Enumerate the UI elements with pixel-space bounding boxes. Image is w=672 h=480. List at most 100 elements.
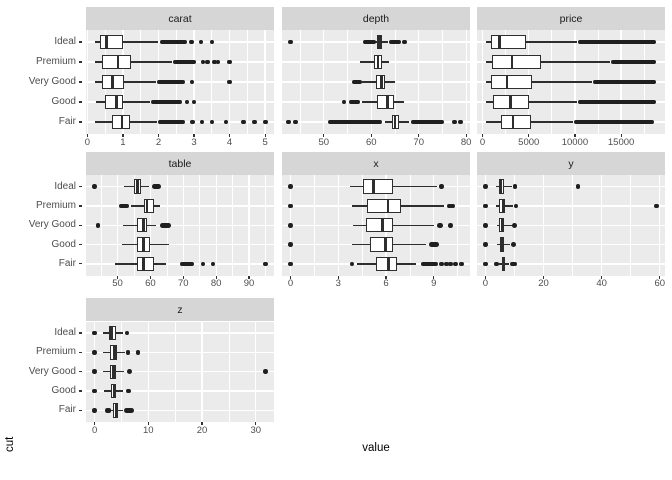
outlier-dot [263,369,268,375]
gridline-minor-v [232,175,233,276]
facet-strip-label: carat [168,12,192,25]
outlier-dot [252,119,257,125]
x-tick-label: 9 [431,278,437,289]
outlier-cluster [156,79,185,85]
boxplot-whisker [352,224,367,226]
boxplot-whisker [94,41,100,43]
boxplot-whisker [485,41,491,43]
outlier-dot [286,119,291,125]
boxplot-whisker [95,101,106,103]
x-tick-label: 40 [596,278,607,289]
gridline-minor-v [347,30,348,134]
outlier-dot [124,330,130,336]
boxplot-median [386,198,390,214]
x-tick-mark [370,134,372,137]
outlier-dot [459,261,464,267]
x-tick-label: 20 [538,278,549,289]
boxplot-whisker [123,41,159,43]
outlier-dot [288,203,293,209]
boxplot-box [366,198,402,214]
x-tick-label: 10000 [561,136,589,148]
boxplot-whisker [385,81,395,83]
y-tick-mark [78,81,82,83]
outlier-dot [184,99,190,105]
gridline-major-h [86,390,274,392]
gridline-minor-v [394,30,396,134]
outlier-dot [452,119,457,125]
x-tick-mark [601,275,603,279]
boxplot-whisker [392,243,426,246]
outlier-dot [450,203,455,209]
gridline-major-v [418,30,420,134]
boxplot-whisker [401,205,445,207]
outlier-dot [92,330,97,336]
x-tick-label: 30 [250,424,262,436]
boxplot-whisker [385,121,393,123]
outlier-cluster [352,79,362,85]
gridline-major-h [86,332,274,334]
x-tick-mark [418,134,420,137]
y-category-label: Very Good [28,219,76,231]
x-tick-label: 70 [177,278,189,289]
gridline-minor-v [265,175,266,276]
outlier-dot [189,79,195,85]
boxplot-median [379,74,383,90]
x-tick-mark [659,275,661,279]
y-tick-mark [78,41,82,43]
y-tick-mark [78,243,82,246]
y-category-label: Ideal [54,327,76,339]
boxplot-whisker [116,371,125,373]
x-tick-mark [433,275,435,279]
y-category-label: Good [51,95,76,107]
boxplot-box [490,34,526,50]
x-tick-label: 15000 [607,136,635,148]
outlier-dot [263,119,268,125]
gridline-major-v [481,30,484,134]
x-tick-label: 10 [143,424,154,436]
outlier-dot [199,119,205,125]
boxplot-whisker [117,409,123,412]
outlier-dot [125,350,131,355]
boxplot-whisker [393,224,434,226]
boxplot-median [378,34,382,50]
panel-plot-area [86,175,274,276]
outlier-dot [439,261,444,267]
x-tick-label: 5000 [518,136,540,148]
boxplot-median [116,54,120,70]
boxplot-median [113,383,116,399]
outlier-dot [263,261,268,267]
boxplot-whisker [103,390,111,392]
facet-strip: carat [86,7,274,30]
boxplot-whisker [504,243,511,246]
gridline-minor-v [457,175,458,276]
y-tick-mark [78,263,82,265]
y-tick-mark [78,409,82,411]
outlier-dot [444,261,449,267]
outlier-cluster [160,222,172,228]
boxplot-whisker [530,121,574,123]
gridline-major-h [86,371,274,373]
boxplot-whisker [496,224,500,226]
outlier-dot [288,39,293,45]
x-tick-mark [264,134,266,137]
boxplot-median [112,364,115,379]
outlier-dot [349,261,355,267]
boxplot-whisker [393,101,404,103]
x-tick-label: 50 [112,278,123,289]
x-tick-label: 6 [383,278,389,289]
boxplot-whisker [362,81,376,83]
gridline-major-h [86,224,274,226]
facet-strip-label: z [177,303,183,316]
boxplot-whisker [540,61,611,63]
gridline-major-v [601,175,603,276]
boxplot-median [511,114,515,130]
boxplot-whisker [504,263,510,265]
outlier-dot [288,222,293,228]
x-tick-mark [149,275,151,279]
facet-strip: z [86,298,274,321]
x-tick-label: 4 [226,136,233,148]
outlier-dot [448,261,453,267]
x-tick-mark [528,134,530,137]
outlier-dot [209,119,215,125]
outlier-dot [483,222,488,228]
